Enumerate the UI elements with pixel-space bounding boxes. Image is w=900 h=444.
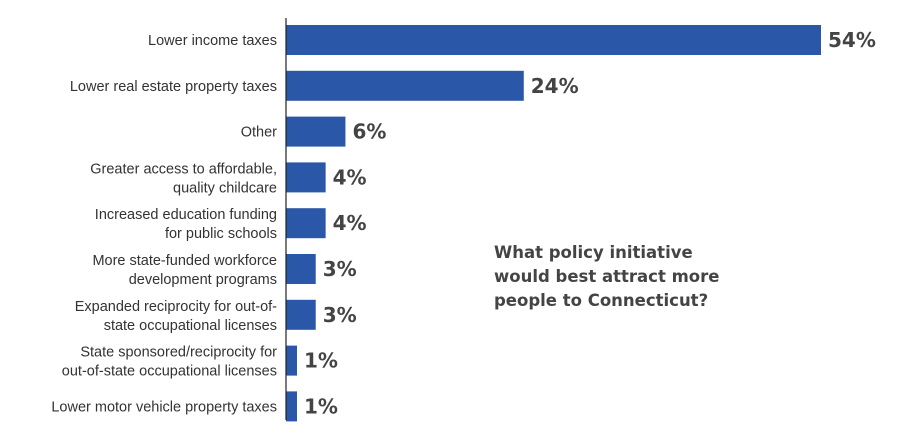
chart-title: What policy initiative would best attrac… [494, 243, 720, 310]
value-label-4: 4% [333, 211, 367, 235]
category-label-6: Expanded reciprocity for out-of-state oc… [75, 299, 277, 334]
value-label-3: 4% [333, 165, 367, 189]
category-label-8: Lower motor vehicle property taxes [51, 399, 277, 415]
bar-0 [286, 25, 821, 55]
bar-3 [286, 162, 326, 193]
category-label-7: State sponsored/reciprocity for out-of-st… [62, 345, 277, 380]
value-label-0: 54% [828, 28, 876, 52]
bar-1 [286, 70, 524, 101]
bar-6 [286, 299, 316, 330]
value-label-6: 3% [323, 303, 357, 327]
bar-2 [286, 116, 346, 147]
category-label-3: Greater access to affordable, quality chi… [90, 161, 277, 196]
bar-5 [286, 254, 316, 284]
value-label-5: 3% [323, 257, 357, 281]
value-label-8: 1% [304, 394, 338, 418]
category-label-2: Other [241, 125, 277, 141]
category-label-0: Lower income taxes [148, 33, 277, 49]
bar-4 [286, 208, 326, 239]
value-label-7: 1% [304, 349, 338, 373]
category-label-5: More state-funded workforce development p… [92, 253, 277, 288]
bar-8 [286, 391, 297, 422]
category-label-4: Increased education funding for public sc… [95, 207, 277, 242]
bar-7 [286, 345, 297, 376]
category-label-1: Lower real estate property taxes [70, 79, 277, 95]
value-label-1: 24% [531, 74, 579, 98]
value-label-2: 6% [352, 120, 386, 144]
